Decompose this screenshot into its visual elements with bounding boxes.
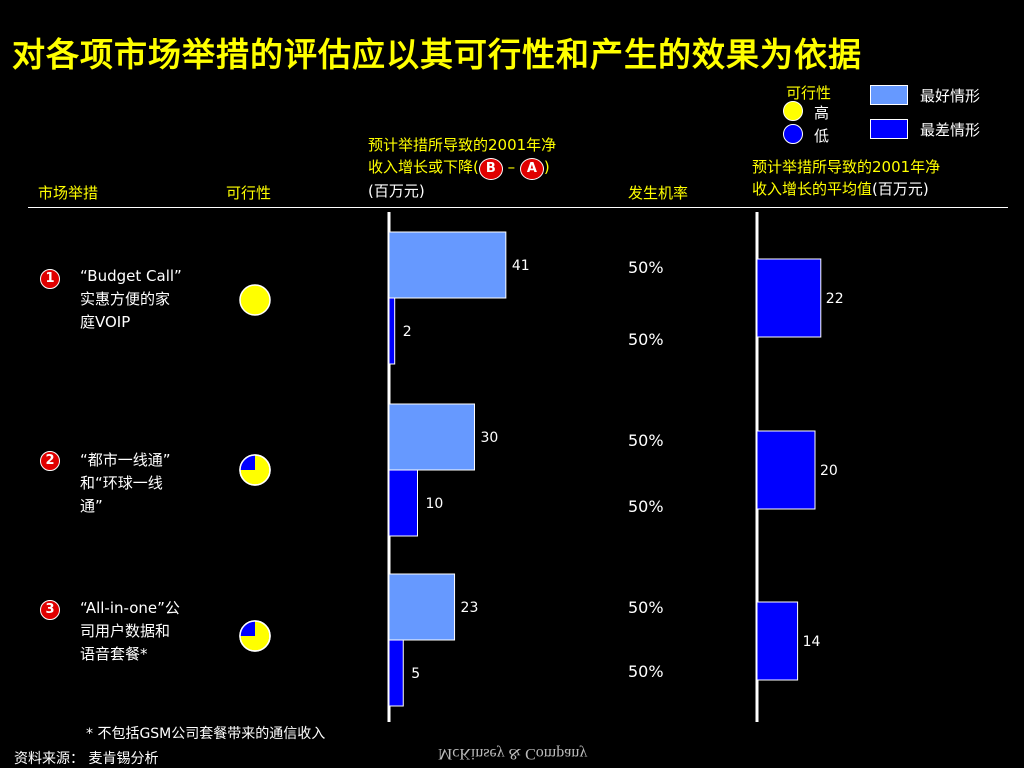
header-divider xyxy=(28,207,1008,208)
initiative-3-line3: 语音套餐* xyxy=(80,645,148,663)
best-case-bar xyxy=(388,403,475,471)
best-case-value-label: 23 xyxy=(461,600,479,616)
probability-3-worst: 50% xyxy=(628,662,664,681)
header-average: 预计举措所导致的2001年净 收入增长的平均值(百万元) xyxy=(752,156,1012,200)
probability-1-worst: 50% xyxy=(628,330,664,349)
initiative-number-2: 2 xyxy=(40,451,60,471)
a-badge: A xyxy=(519,158,544,180)
best-case-value-label: 30 xyxy=(481,430,499,446)
average-value-label: 22 xyxy=(826,291,844,307)
header-average-line2: 收入增长的平均值 xyxy=(752,180,873,198)
header-impact-line2-post: ) xyxy=(543,158,550,176)
initiative-number-3: 3 xyxy=(40,600,60,620)
b-badge: B xyxy=(478,158,503,180)
legend-worst-label: 最差情形 xyxy=(920,121,981,139)
legend-worst-swatch xyxy=(870,119,908,139)
initiative-1-line1: “Budget Call” xyxy=(80,267,182,285)
feasibility-medium-icon xyxy=(239,454,271,486)
initiative-number-1: 1 xyxy=(40,269,60,289)
header-impact: 预计举措所导致的2001年净 收入增长或下降(B – A) (百万元) xyxy=(368,134,628,202)
average-value-label: 20 xyxy=(820,463,838,479)
feasibility-high-icon xyxy=(239,284,271,316)
legend-low-icon xyxy=(783,124,803,144)
mckinsey-watermark: McKinsey & Company xyxy=(438,745,588,762)
feasibility-medium-icon xyxy=(239,620,271,652)
header-impact-line2: 收入增长或下降(B – A) xyxy=(368,156,628,180)
average-bar xyxy=(756,258,822,338)
initiative-1-line3: 庭VOIP xyxy=(80,313,131,331)
best-case-bar xyxy=(388,573,456,641)
worst-case-value-label: 5 xyxy=(411,666,420,682)
legend-high-label: 高 xyxy=(814,104,830,122)
initiative-1-line2: 实惠方便的家 xyxy=(80,290,171,308)
initiative-3: “All-in-one”公 司用户数据和 语音套餐* xyxy=(80,597,225,666)
average-bar xyxy=(756,601,799,681)
worst-case-bar xyxy=(388,297,396,365)
page-title: 对各项市场举措的评估应以其可行性和产生的效果为依据 xyxy=(12,35,862,74)
worst-case-value-label: 10 xyxy=(426,496,444,512)
initiative-3-line2: 司用户数据和 xyxy=(80,622,171,640)
header-initiative: 市场举措 xyxy=(38,184,99,202)
header-average-unit: (百万元) xyxy=(872,180,929,198)
header-impact-line1: 预计举措所导致的2001年净 xyxy=(368,136,557,154)
average-value-label: 14 xyxy=(803,634,821,650)
best-case-value-label: 41 xyxy=(512,258,530,274)
probability-2-worst: 50% xyxy=(628,497,664,516)
worst-case-value-label: 2 xyxy=(403,324,412,340)
initiative-2-line1: “都市一线通” xyxy=(80,451,171,469)
header-average-line1: 预计举措所导致的2001年净 xyxy=(752,158,941,176)
worst-case-bar xyxy=(388,469,418,537)
initiative-2: “都市一线通” 和“环球一线 通” xyxy=(80,449,225,518)
header-probability: 发生机率 xyxy=(628,184,689,202)
footnote: * 不包括GSM公司套餐带来的通信收入 xyxy=(86,726,326,742)
header-impact-dash: – xyxy=(507,158,516,176)
source-note: 资料来源： 麦肯锡分析 xyxy=(14,751,159,767)
header-impact-line2-pre: 收入增长或下降( xyxy=(368,158,479,176)
probability-3-best: 50% xyxy=(628,598,664,617)
legend-low-label: 低 xyxy=(814,127,830,145)
legend-feasibility-label: 可行性 xyxy=(786,84,832,102)
best-case-bar xyxy=(388,231,507,299)
average-bar xyxy=(756,430,816,510)
legend-best-label: 最好情形 xyxy=(920,87,981,105)
worst-case-bar xyxy=(388,639,404,707)
probability-1-best: 50% xyxy=(628,258,664,277)
header-feasibility: 可行性 xyxy=(226,184,272,202)
legend-high-icon xyxy=(783,101,803,121)
initiative-1: “Budget Call” 实惠方便的家 庭VOIP xyxy=(80,265,225,334)
initiative-2-line2: 和“环球一线 xyxy=(80,474,163,492)
probability-2-best: 50% xyxy=(628,431,664,450)
header-impact-unit: (百万元) xyxy=(368,182,425,200)
legend-best-swatch xyxy=(870,85,908,105)
initiative-3-line1: “All-in-one”公 xyxy=(80,599,180,617)
initiative-2-line3: 通” xyxy=(80,497,103,515)
